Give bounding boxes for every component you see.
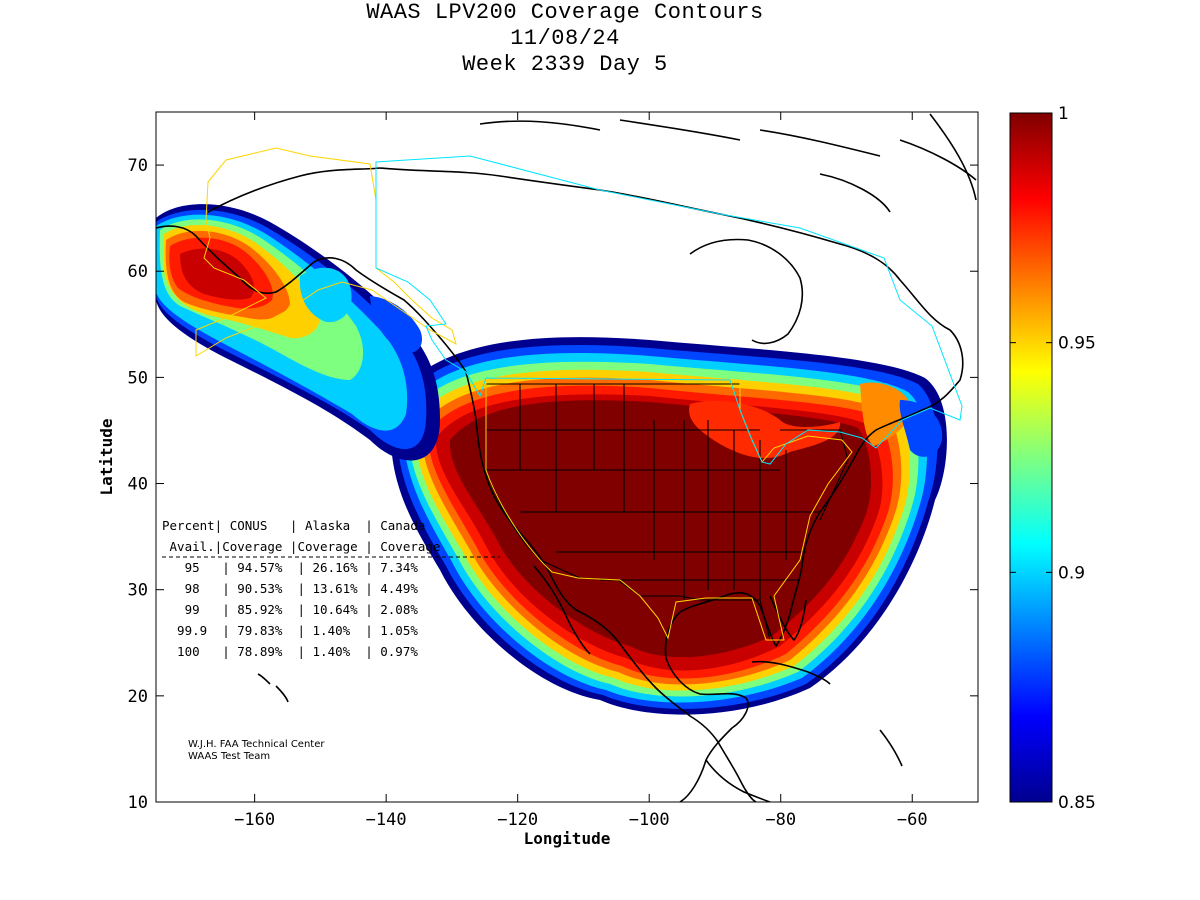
x-axis-title: Longitude (524, 829, 611, 848)
axis-tick-labels: −160 −140 −120 −100 −80 −60 10 20 30 40 50 60 70 (128, 156, 928, 830)
coast-west (156, 225, 757, 802)
y-tick-label: 60 (128, 262, 148, 282)
contour-ne (860, 382, 912, 446)
x-tick-label: −140 (366, 810, 407, 830)
plot-frame (155, 111, 979, 803)
y-tick-label: 40 (128, 475, 148, 495)
coast-central-am (705, 759, 771, 802)
table-header-2: Avail.|Coverage |Coverage | Coverage (162, 539, 440, 554)
colorbar-tick-label: 0.85 (1058, 793, 1096, 813)
coast-north-america (207, 167, 964, 802)
table-row: 100 | 78.89% | 1.40% | 0.97% (162, 644, 418, 659)
credit-line-2: WAAS Test Team (188, 751, 270, 762)
y-tick-label: 20 (128, 687, 148, 707)
y-tick-label: 70 (128, 156, 148, 176)
contour-lakes (689, 400, 841, 459)
alaska-0.99 (180, 248, 255, 300)
contour-ne-blue (899, 400, 943, 457)
canada-boundary (375, 155, 963, 465)
colorbar-tick-label: 0.9 (1058, 563, 1085, 583)
x-tick-label: −80 (765, 810, 796, 830)
colorbar-tick-label: 1 (1058, 104, 1069, 124)
table-row: 98 | 90.53% | 13.61% | 4.49% (162, 581, 418, 596)
colorbar (1009, 112, 1053, 803)
x-tick-label: −60 (897, 810, 928, 830)
credit-line-1: W.J.H. FAA Technical Center (188, 739, 325, 750)
x-tick-label: −120 (497, 810, 538, 830)
coast-hudson (689, 238, 804, 345)
table-row: 95 | 94.57% | 26.16% | 7.34% (162, 560, 418, 575)
alaska-blue-ne (370, 296, 423, 353)
coast-cuba (751, 660, 831, 685)
colorbar-tick-label: 0.95 (1058, 334, 1096, 354)
coastlines (156, 113, 977, 802)
title-line-2: 11/08/24 (510, 26, 620, 51)
title-line-1: WAAS LPV200 Coverage Contours (366, 0, 764, 25)
axis-ticks (156, 112, 978, 803)
chart-title: WAAS LPV200 Coverage Contours 11/08/24 W… (0, 0, 1130, 78)
table-row: 99 | 85.92% | 10.64% | 2.08% (162, 602, 418, 617)
x-tick-label: −160 (234, 810, 275, 830)
y-axis-title: Latitude (97, 418, 116, 495)
alaska-cyan-east (299, 267, 352, 323)
coast-greenland (929, 113, 977, 201)
y-tick-label: 10 (128, 793, 148, 813)
coast-hawaii (257, 673, 289, 703)
table-header-1: Percent| CONUS | Alaska | Canada (162, 518, 425, 533)
service-boundaries (195, 147, 963, 641)
colorbar-ticks: 1 0.95 0.9 0.85 (1010, 104, 1096, 813)
contour-1.00 (449, 400, 872, 658)
y-tick-label: 30 (128, 581, 148, 601)
coast-caribbean (879, 729, 903, 767)
conus-boundary (485, 377, 853, 641)
coverage-table: Percent| CONUS | Alaska | Canada Avail.|… (162, 518, 500, 659)
table-row: 99.9 | 79.83% | 1.40% | 1.05% (162, 623, 418, 638)
x-tick-label: −100 (629, 810, 670, 830)
coast-baja (533, 565, 591, 655)
coast-arctic-islands (479, 119, 977, 213)
title-line-3: Week 2339 Day 5 (462, 52, 668, 77)
y-tick-label: 50 (128, 368, 148, 388)
alaska-boundary (195, 147, 457, 357)
coast-florida (769, 595, 807, 641)
table-rows: 95 | 94.57% | 26.16% | 7.34% 98 | 90.53%… (162, 560, 418, 659)
